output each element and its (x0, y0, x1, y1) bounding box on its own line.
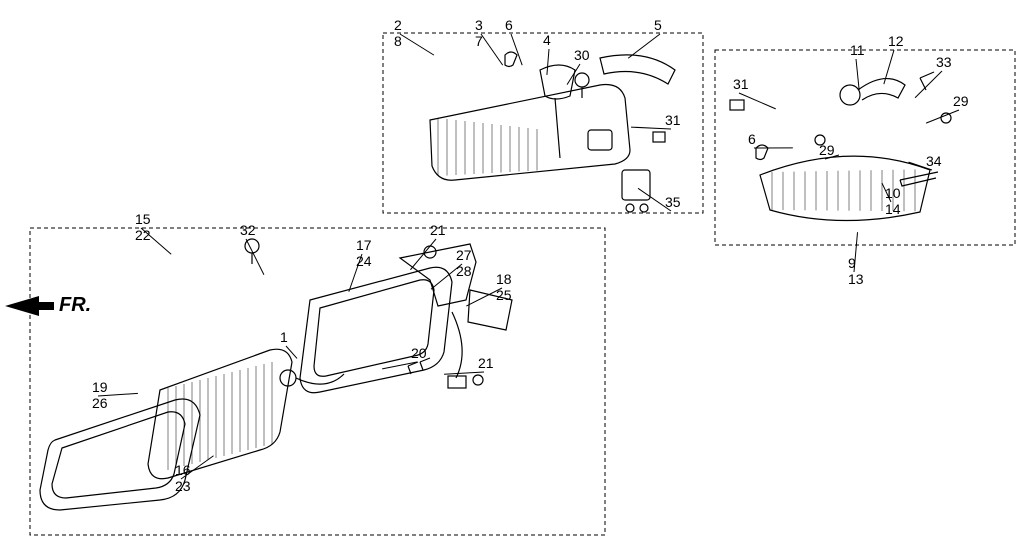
leader (246, 239, 264, 275)
svg-text:31: 31 (665, 112, 681, 128)
svg-text:20: 20 (411, 345, 427, 361)
group-box-lower-left (30, 228, 605, 535)
svg-text:19: 19 (92, 379, 108, 395)
leader (382, 362, 417, 369)
svg-text:33: 33 (936, 54, 952, 70)
leader (400, 34, 434, 55)
svg-text:1: 1 (280, 329, 288, 345)
svg-text:18: 18 (496, 271, 512, 287)
svg-text:32: 32 (240, 222, 256, 238)
svg-text:35: 35 (665, 194, 681, 210)
part-side-marker (730, 72, 951, 221)
fr-arrow (5, 296, 54, 316)
svg-text:27: 27 (456, 247, 472, 263)
svg-text:8: 8 (394, 33, 402, 49)
svg-text:13: 13 (848, 271, 864, 287)
svg-text:28: 28 (456, 263, 472, 279)
svg-text:34: 34 (926, 153, 942, 169)
leader (410, 239, 436, 270)
part-foglight (40, 239, 512, 510)
leader (915, 71, 942, 98)
svg-text:24: 24 (356, 253, 372, 269)
leader (444, 372, 484, 374)
svg-text:3: 3 (475, 17, 483, 33)
svg-text:11: 11 (850, 42, 865, 58)
leader (511, 34, 522, 65)
leader (856, 59, 859, 90)
svg-text:15: 15 (135, 211, 151, 227)
svg-text:21: 21 (478, 355, 494, 371)
svg-text:4: 4 (543, 32, 551, 48)
leader (547, 49, 549, 75)
svg-text:31: 31 (733, 76, 749, 92)
svg-text:21: 21 (430, 222, 446, 238)
part-turn-signal (430, 52, 675, 212)
svg-text:29: 29 (953, 93, 969, 109)
svg-text:17: 17 (356, 237, 372, 253)
svg-text:26: 26 (92, 395, 108, 411)
svg-text:FR.: FR. (59, 294, 91, 316)
leader (481, 34, 503, 65)
svg-text:30: 30 (574, 47, 590, 63)
svg-text:2: 2 (394, 17, 402, 33)
leader (286, 346, 297, 358)
svg-text:6: 6 (505, 17, 513, 33)
svg-text:12: 12 (888, 33, 904, 49)
svg-text:6: 6 (748, 131, 756, 147)
svg-text:5: 5 (654, 17, 662, 33)
